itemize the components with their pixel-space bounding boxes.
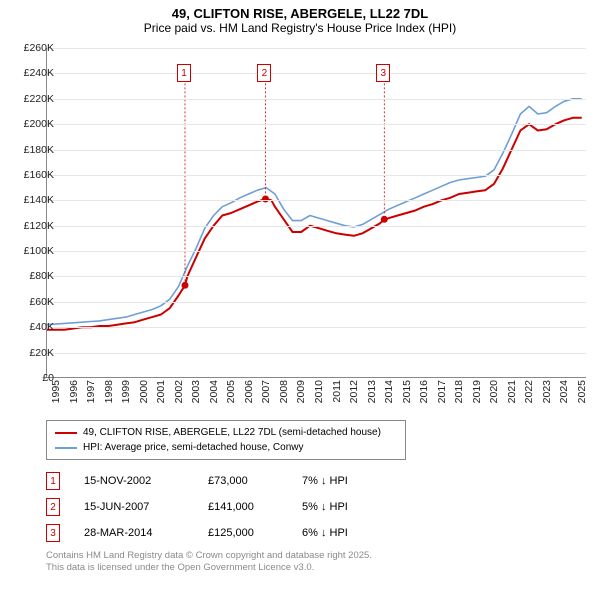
y-axis-label: £100K [10,245,54,257]
legend-box: 49, CLIFTON RISE, ABERGELE, LL22 7DL (se… [46,420,406,460]
x-axis-label: 1999 [120,380,132,414]
y-axis-label: £240K [10,67,54,79]
sale-index-box: 1 [46,472,60,490]
x-axis-label: 2022 [523,380,535,414]
y-axis-label: £180K [10,144,54,156]
gridline-h [47,276,586,277]
gridline-h [47,251,586,252]
chart-marker-box: 1 [177,64,191,82]
x-axis-label: 2025 [576,380,588,414]
x-axis-label: 2014 [383,380,395,414]
y-axis-label: £0 [10,372,54,384]
gridline-h [47,150,586,151]
sale-hpi-diff: 5% ↓ HPI [302,501,402,513]
sale-price: £141,000 [208,501,278,513]
x-axis-label: 2008 [278,380,290,414]
gridline-h [47,353,586,354]
title-address: 49, CLIFTON RISE, ABERGELE, LL22 7DL [0,6,600,21]
legend-label: HPI: Average price, semi-detached house,… [83,442,304,453]
sale-point-dot [182,282,189,289]
chart-svg [47,48,587,378]
sale-row: 1 15-NOV-2002 £73,000 7% ↓ HPI [46,468,586,494]
x-axis-label: 2021 [506,380,518,414]
x-axis-label: 2007 [260,380,272,414]
gridline-h [47,327,586,328]
gridline-h [47,99,586,100]
chart-marker-box: 2 [257,64,271,82]
legend-swatch [55,432,77,434]
x-axis-label: 1997 [85,380,97,414]
footer-line2: This data is licensed under the Open Gov… [46,562,372,574]
x-axis-label: 2015 [401,380,413,414]
x-axis-label: 2004 [208,380,220,414]
y-axis-label: £200K [10,118,54,130]
x-axis-label: 2000 [138,380,150,414]
title-subtitle: Price paid vs. HM Land Registry's House … [0,21,600,35]
y-axis-label: £120K [10,220,54,232]
legend-row: HPI: Average price, semi-detached house,… [55,440,397,455]
x-axis-label: 2020 [488,380,500,414]
chart-marker-box: 3 [376,64,390,82]
gridline-h [47,73,586,74]
x-axis-label: 2002 [173,380,185,414]
sale-price: £125,000 [208,527,278,539]
x-axis-label: 1998 [103,380,115,414]
sale-index-box: 2 [46,498,60,516]
sale-date: 28-MAR-2014 [84,527,184,539]
y-axis-label: £80K [10,270,54,282]
gridline-h [47,48,586,49]
x-axis-label: 2013 [366,380,378,414]
y-axis-label: £260K [10,42,54,54]
series-hpi-line [47,99,582,325]
sale-index-box: 3 [46,524,60,542]
gridline-h [47,124,586,125]
sale-row: 3 28-MAR-2014 £125,000 6% ↓ HPI [46,520,586,546]
x-axis-label: 2012 [348,380,360,414]
y-axis-label: £40K [10,321,54,333]
sale-hpi-diff: 6% ↓ HPI [302,527,402,539]
y-axis-label: £60K [10,296,54,308]
x-axis-label: 2001 [155,380,167,414]
x-axis-label: 2003 [190,380,202,414]
sale-hpi-diff: 7% ↓ HPI [302,475,402,487]
footer-attribution: Contains HM Land Registry data © Crown c… [46,550,372,574]
footer-line1: Contains HM Land Registry data © Crown c… [46,550,372,562]
page: 49, CLIFTON RISE, ABERGELE, LL22 7DL Pri… [0,0,600,590]
sale-point-dot [262,196,269,203]
y-axis-label: £220K [10,93,54,105]
x-axis-label: 2005 [225,380,237,414]
x-axis-label: 2017 [436,380,448,414]
gridline-h [47,302,586,303]
x-axis-label: 1995 [50,380,62,414]
x-axis-label: 2023 [541,380,553,414]
x-axis-label: 2009 [295,380,307,414]
y-axis-label: £20K [10,347,54,359]
x-axis-label: 2016 [418,380,430,414]
sale-row: 2 15-JUN-2007 £141,000 5% ↓ HPI [46,494,586,520]
sales-table: 1 15-NOV-2002 £73,000 7% ↓ HPI 2 15-JUN-2007 £… [46,468,586,546]
legend-swatch [55,447,77,449]
x-axis-label: 2024 [558,380,570,414]
sale-date: 15-JUN-2007 [84,501,184,513]
y-axis-label: £140K [10,194,54,206]
gridline-h [47,175,586,176]
x-axis-label: 1996 [68,380,80,414]
legend-row: 49, CLIFTON RISE, ABERGELE, LL22 7DL (se… [55,425,397,440]
sale-price: £73,000 [208,475,278,487]
gridline-h [47,200,586,201]
chart-plot-area [46,48,586,378]
titles: 49, CLIFTON RISE, ABERGELE, LL22 7DL Pri… [0,0,600,35]
y-axis-label: £160K [10,169,54,181]
x-axis-label: 2010 [313,380,325,414]
sale-date: 15-NOV-2002 [84,475,184,487]
x-axis-label: 2019 [471,380,483,414]
sale-point-dot [381,216,388,223]
gridline-h [47,226,586,227]
x-axis-label: 2006 [243,380,255,414]
legend-label: 49, CLIFTON RISE, ABERGELE, LL22 7DL (se… [83,427,381,438]
x-axis-label: 2018 [453,380,465,414]
x-axis-label: 2011 [331,380,343,414]
